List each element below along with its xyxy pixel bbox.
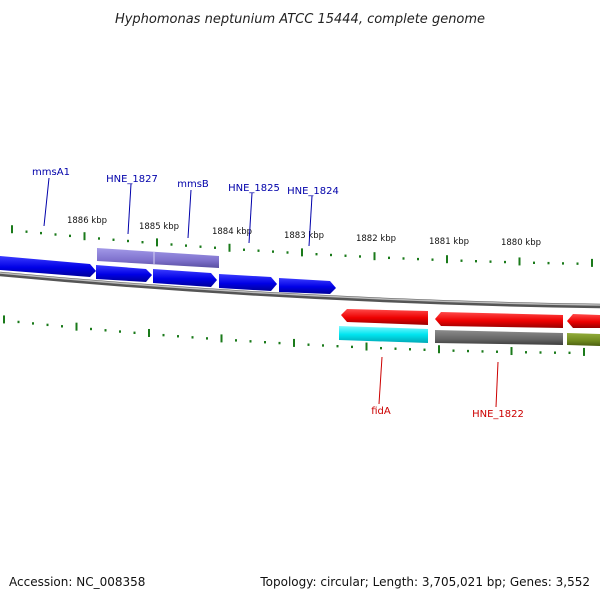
gene-arrow-partial[interactable] <box>567 314 600 328</box>
gene-label-HNE_1824[interactable]: HNE_1824 <box>287 186 339 197</box>
label-leaders <box>43 177 499 408</box>
ruler-label: 1880 kbp <box>501 238 541 248</box>
accession-text: Accession: NC_008358 <box>9 575 145 589</box>
gene-arrow-mmsB[interactable] <box>153 269 217 287</box>
gene-labels: mmsA1 HNE_1827 mmsB HNE_1825 HNE_1824 fi… <box>32 167 524 420</box>
genome-backbone <box>0 271 600 309</box>
gene-arrow-HNE_1825[interactable] <box>219 274 277 291</box>
gene-arrow-fidA[interactable] <box>341 309 428 325</box>
ruler-label: 1886 kbp <box>67 216 107 226</box>
gene-label-mmsA1[interactable]: mmsA1 <box>32 167 70 178</box>
ruler-label: 1884 kbp <box>212 227 252 237</box>
forward-genes <box>0 256 336 294</box>
reverse-features <box>339 326 600 346</box>
genome-title: Hyphomonas neptunium ATCC 15444, complet… <box>115 12 485 27</box>
gene-arrow-mmsA1[interactable] <box>0 256 96 277</box>
ruler-label: 1883 kbp <box>284 231 324 241</box>
ruler-label: 1881 kbp <box>429 237 469 247</box>
ruler-ticks <box>3 225 593 356</box>
gene-label-mmsB[interactable]: mmsB <box>177 179 209 190</box>
gene-arrow-HNE_1824[interactable] <box>279 278 336 294</box>
feature-cyan[interactable] <box>339 326 428 343</box>
ruler-labels: 1886 kbp 1885 kbp 1884 kbp 1883 kbp 1882… <box>67 216 541 248</box>
reverse-genes <box>341 309 600 328</box>
feature-olive[interactable] <box>567 333 600 346</box>
genome-summary-text: Topology: circular; Length: 3,705,021 bp… <box>259 575 590 589</box>
gene-label-HNE_1825[interactable]: HNE_1825 <box>228 183 280 194</box>
gene-arrow-HNE_1827[interactable] <box>96 265 152 282</box>
ruler-label: 1882 kbp <box>356 234 396 244</box>
gene-label-fidA[interactable]: fidA <box>371 406 391 417</box>
gene-label-HNE_1822[interactable]: HNE_1822 <box>472 409 524 420</box>
feature-gray[interactable] <box>435 330 563 345</box>
gene-arrow-HNE_1822[interactable] <box>435 312 563 328</box>
ruler-label: 1885 kbp <box>139 222 179 232</box>
feature-purple[interactable] <box>97 248 219 268</box>
gene-label-HNE_1827[interactable]: HNE_1827 <box>106 174 158 185</box>
